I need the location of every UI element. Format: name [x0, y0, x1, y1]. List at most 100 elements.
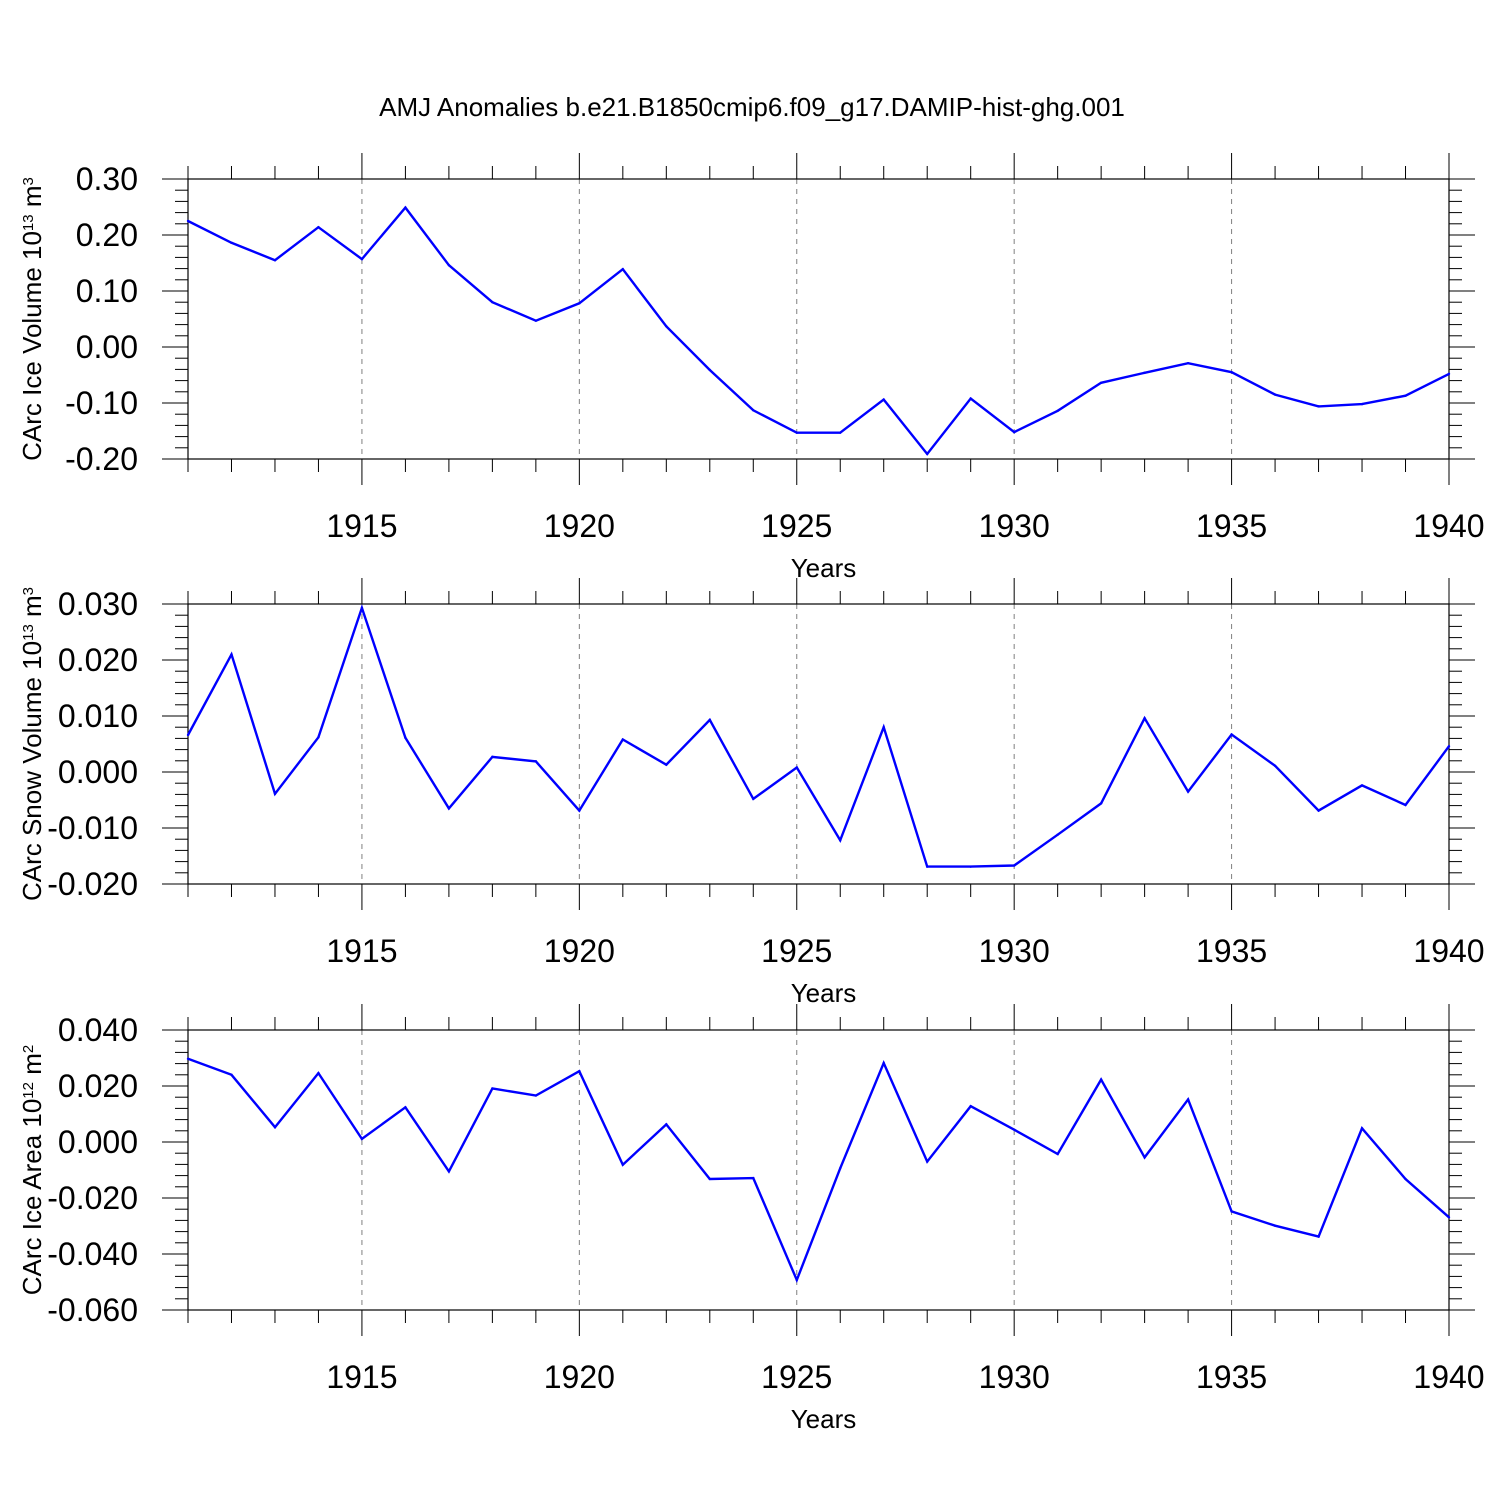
y-tick-label: 0.30 [76, 161, 138, 197]
x-tick-label: 1930 [979, 1359, 1050, 1395]
data-point [1143, 717, 1146, 720]
y-axis-label-exponent: 13 [20, 624, 37, 641]
data-point [708, 1177, 711, 1181]
y-tick-label: 0.000 [58, 1124, 138, 1160]
chart-title: AMJ Anomalies b.e21.B1850cmip6.f09_g17.D… [379, 92, 1125, 122]
data-point [839, 1167, 842, 1170]
data-point [1273, 393, 1277, 396]
plot-frame [187, 178, 1450, 460]
data-point [1230, 1210, 1233, 1213]
data-point [578, 1069, 581, 1073]
data-point [491, 755, 494, 759]
x-tick-label: 1935 [1196, 933, 1267, 969]
y-axis-label-text: CArc Snow Volume 10 [17, 641, 47, 901]
data-point [969, 1104, 972, 1108]
data-point [926, 1160, 929, 1163]
data-point [882, 1061, 885, 1065]
y-tick-label: -0.060 [47, 1292, 138, 1328]
y-axis-label-unit-exponent: 2 [20, 1045, 37, 1053]
data-point [1056, 833, 1059, 836]
data-point [1186, 362, 1190, 365]
data-point [1360, 784, 1364, 787]
data-point [273, 259, 277, 262]
plot-frame [187, 1029, 1450, 1311]
data-point [360, 1137, 364, 1141]
data-point [186, 733, 190, 737]
data-point [447, 807, 451, 810]
y-axis-label: CArc Ice Volume 1013 m3 [17, 177, 47, 461]
data-point [882, 398, 885, 401]
series-line [187, 1057, 1450, 1284]
data-point [665, 763, 668, 766]
data-point [534, 760, 538, 763]
data-point [1099, 381, 1103, 385]
data-point [752, 409, 755, 412]
data-point [926, 865, 929, 868]
x-tick-label: 1930 [979, 508, 1050, 544]
data-point [1317, 1235, 1320, 1238]
data-point [1360, 402, 1364, 406]
data-point [795, 1278, 798, 1282]
data-point [1447, 372, 1451, 376]
x-tick-label: 1935 [1196, 508, 1267, 544]
chart-panel-3: 1915 1920 1925 1930 1935 1940 Years -0.060 -0.04… [17, 1004, 1485, 1434]
data-point [273, 1125, 277, 1129]
x-tick-label: 1920 [544, 1359, 615, 1395]
y-tick-label: 0.020 [58, 1068, 138, 1104]
y-axis-label-unit-exponent: 3 [20, 587, 37, 595]
x-tick-label: 1940 [1413, 508, 1484, 544]
data-point [1056, 409, 1059, 413]
data-point [273, 792, 277, 796]
data-point [665, 1123, 668, 1126]
series-line [186, 604, 1450, 868]
y-axis-label-unit-exponent: 3 [20, 177, 37, 185]
y-axis-label-unit: m [17, 185, 47, 214]
data-point [404, 206, 407, 209]
y-axis-label-text: CArc Ice Area 10 [17, 1099, 47, 1296]
data-point [795, 431, 798, 434]
data-point [1099, 802, 1103, 805]
data-point [186, 1057, 190, 1061]
data-point [1317, 809, 1320, 812]
data-point [1012, 864, 1016, 867]
data-point [795, 766, 798, 769]
y-axis-label-exponent: 12 [20, 1082, 37, 1099]
data-point [317, 736, 320, 739]
y-tick-label: -0.10 [65, 385, 138, 421]
data-point [882, 726, 885, 729]
data-point [230, 1073, 233, 1077]
data-point [447, 264, 451, 267]
data-point [621, 1163, 625, 1166]
data-point [839, 431, 842, 434]
data-point [360, 257, 364, 261]
x-tick-label: 1925 [761, 508, 832, 544]
data-point [969, 397, 972, 400]
x-tick-label: 1920 [544, 508, 615, 544]
data-point [621, 738, 625, 741]
data-point [621, 267, 625, 271]
data-point [1186, 790, 1190, 793]
data-point [534, 1094, 538, 1097]
data-point [1317, 405, 1320, 408]
y-tick-label: -0.020 [47, 866, 138, 902]
x-tick-label: 1940 [1413, 1359, 1484, 1395]
series-line [187, 205, 1450, 456]
data-point [1404, 394, 1407, 397]
data-point [491, 301, 494, 304]
y-tick-label: 0.00 [76, 329, 138, 365]
data-point [578, 302, 581, 305]
data-point [752, 1176, 755, 1180]
x-tick-label: 1940 [1413, 933, 1484, 969]
data-point [1404, 803, 1407, 807]
data-point [186, 219, 190, 223]
data-point [317, 225, 320, 229]
y-axis-label-exponent: 13 [20, 214, 37, 231]
data-point [752, 797, 755, 801]
data-point [1012, 1128, 1016, 1131]
y-axis-label: CArc Ice Area 1012 m2 [17, 1045, 47, 1295]
y-tick-label: 0.000 [58, 754, 138, 790]
data-point [317, 1071, 320, 1075]
data-point [360, 606, 364, 610]
data-point [665, 325, 668, 328]
